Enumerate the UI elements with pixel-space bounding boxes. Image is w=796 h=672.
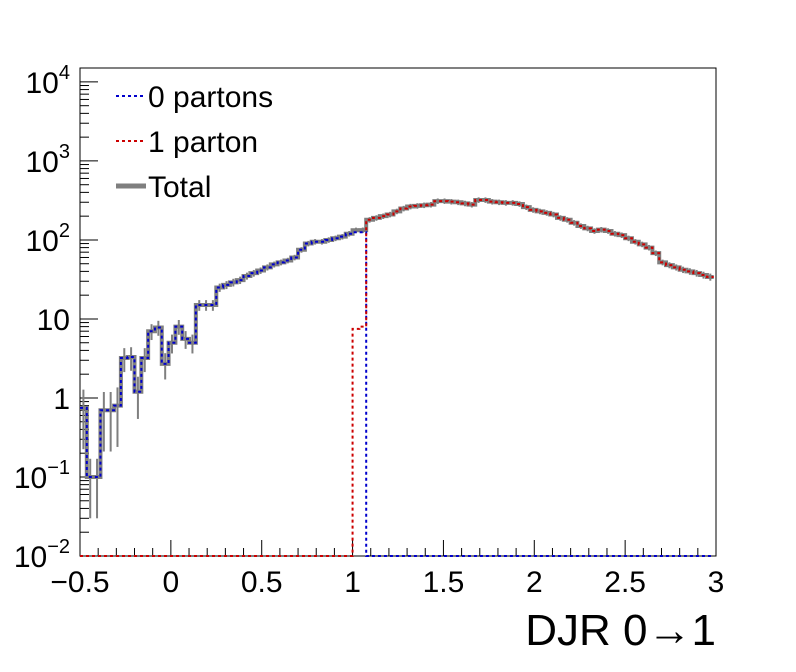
- x-tick-label: 2: [526, 566, 543, 599]
- series-1-parton-line: [80, 199, 714, 557]
- y-tick-labels: 10−2 10−1 1 10 102 103 104: [14, 62, 70, 574]
- y-tick-label: 104: [26, 62, 71, 100]
- y-tick-label: 103: [26, 141, 71, 179]
- y-tick-label: 10−1: [14, 457, 70, 495]
- x-tick-label: 1.5: [423, 566, 465, 599]
- x-tick-label: 0: [163, 566, 180, 599]
- x-tick-labels: −0.5 0 0.5 1 1.5 2 2.5 3: [50, 566, 724, 599]
- legend: 0 partons 1 parton Total: [116, 81, 273, 204]
- legend-label-0-partons: 0 partons: [148, 81, 273, 114]
- y-tick-label: 1: [53, 383, 70, 416]
- y-tick-label: 102: [26, 220, 71, 258]
- x-tick-label: 3: [708, 566, 725, 599]
- legend-label-total: Total: [148, 171, 211, 204]
- x-tick-label: −0.5: [50, 566, 109, 599]
- y-tick-label: 10−2: [14, 536, 70, 574]
- legend-label-1-parton: 1 parton: [148, 126, 258, 159]
- histogram-series: [80, 197, 714, 557]
- series-0-partons-line: [80, 231, 714, 557]
- x-tick-label: 2.5: [604, 566, 646, 599]
- x-axis-title: DJR 0→1: [525, 606, 716, 655]
- x-tick-label: 0.5: [241, 566, 283, 599]
- y-tick-label: 10: [37, 304, 70, 337]
- x-tick-label: 1: [344, 566, 361, 599]
